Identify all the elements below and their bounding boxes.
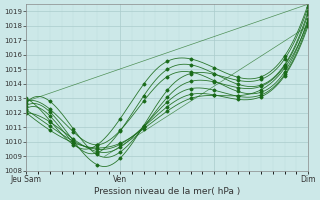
X-axis label: Pression niveau de la mer( hPa ): Pression niveau de la mer( hPa ): [94, 187, 240, 196]
